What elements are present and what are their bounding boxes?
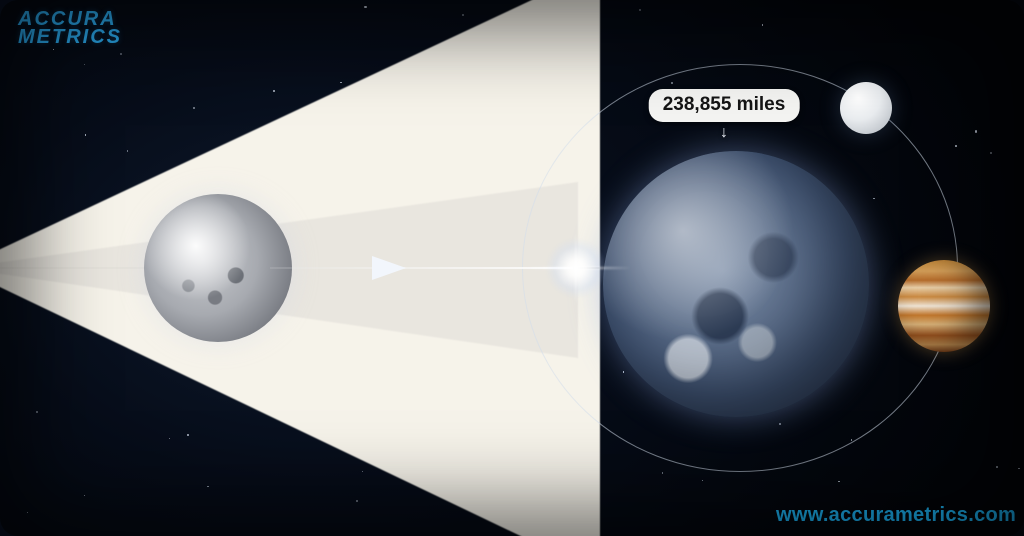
star bbox=[662, 472, 664, 474]
distance-value: 238,855 miles bbox=[663, 94, 786, 115]
brand-logo: ACCURA METRICS bbox=[18, 10, 122, 47]
center-blue-body bbox=[603, 151, 869, 417]
orbit-striped-planet bbox=[898, 260, 990, 352]
star bbox=[996, 466, 998, 468]
star bbox=[955, 145, 957, 147]
distance-pointer-icon: ↓ bbox=[720, 124, 728, 142]
star bbox=[1018, 468, 1020, 470]
star bbox=[975, 130, 977, 132]
beam-arrowhead-icon bbox=[372, 256, 406, 280]
star bbox=[990, 152, 992, 154]
distance-label: 238,855 miles bbox=[649, 89, 800, 122]
star bbox=[838, 481, 840, 483]
star bbox=[762, 24, 764, 26]
apex-flare-icon bbox=[546, 238, 606, 298]
logo-line2: METRICS bbox=[18, 28, 122, 46]
website-url[interactable]: www.accurametrics.com bbox=[776, 504, 1016, 527]
orbit-small-moon bbox=[840, 82, 892, 134]
star bbox=[702, 480, 704, 482]
star bbox=[639, 9, 641, 11]
